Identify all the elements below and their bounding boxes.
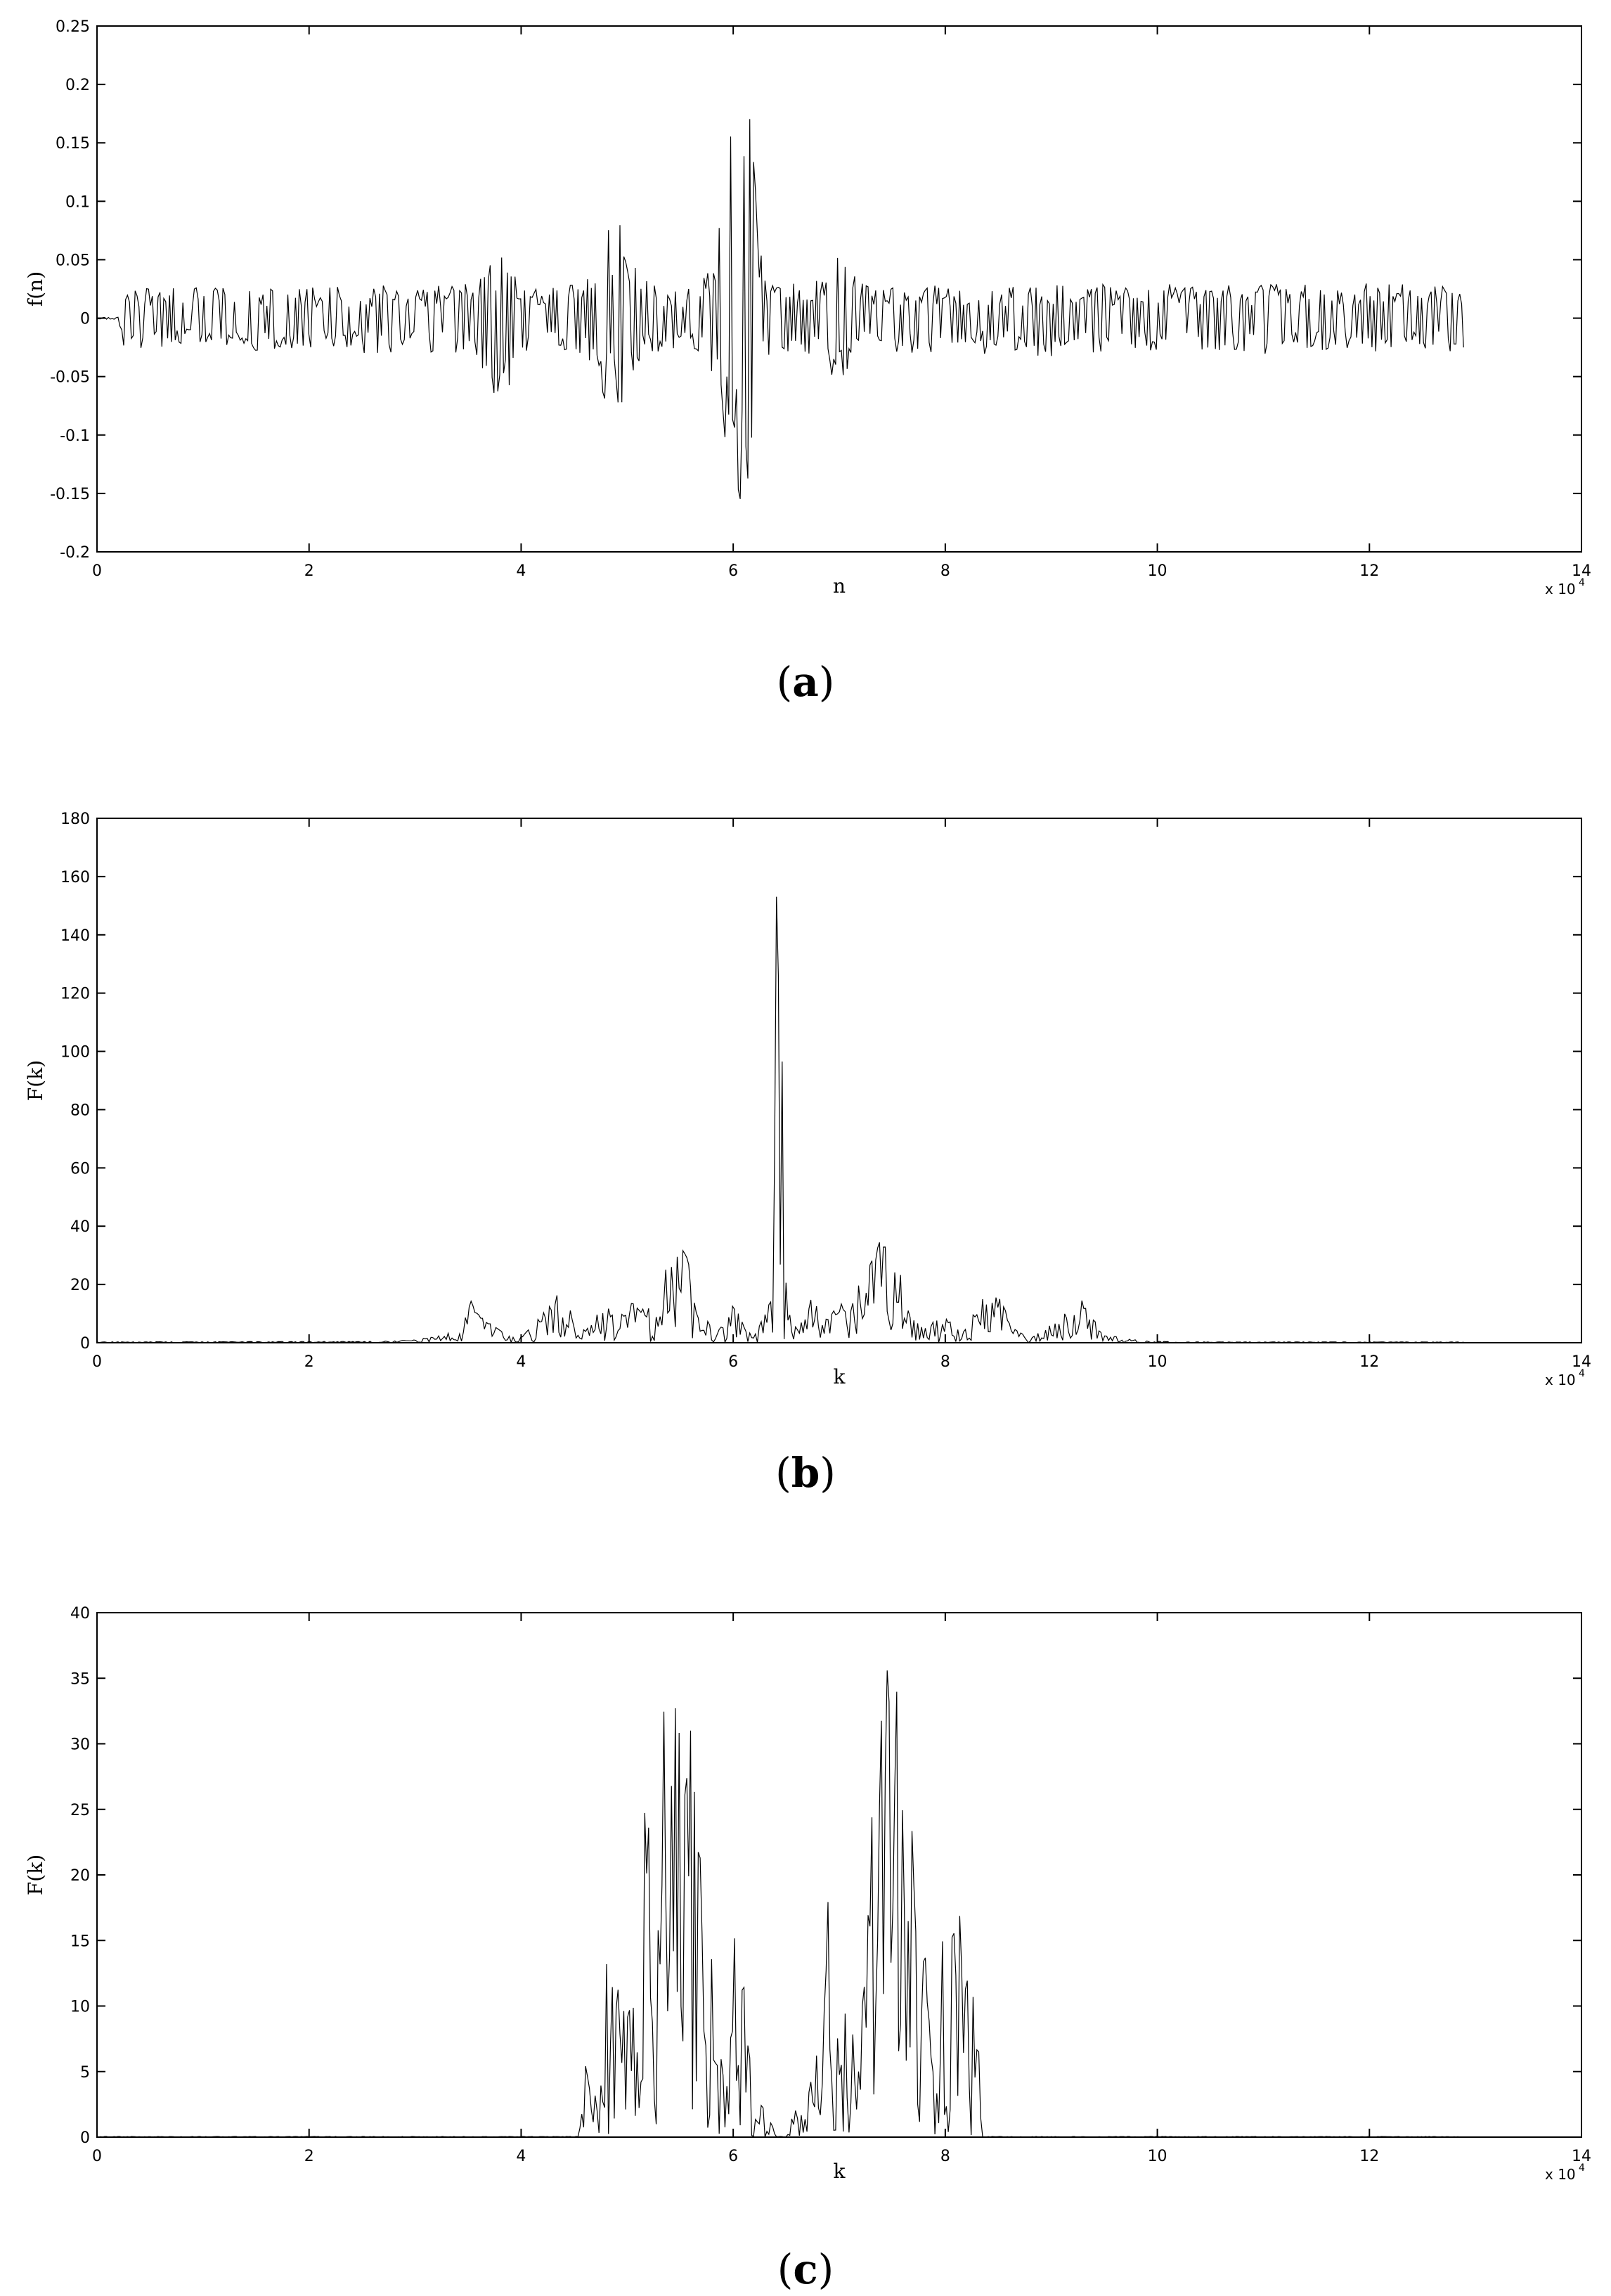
panel-b-y-tick-label: 160 [60, 869, 90, 886]
panel-c-axes-frame [96, 1612, 1582, 2138]
panel-c-y-axis-label: F(k) [24, 1855, 47, 1895]
panel-c-x-tick-label: 8 [940, 2148, 950, 2165]
panel-c-y-tick-label: 25 [70, 1802, 90, 1819]
panel-a-y-tick-label: -0.15 [50, 486, 90, 503]
panel-a-x-multiplier-exponent: 4 [1579, 577, 1585, 588]
panel-b-y-tick-label: 80 [70, 1102, 90, 1119]
panel-c-y-tick-label: 40 [70, 1605, 90, 1623]
panel-c-x-tick-label: 4 [516, 2148, 526, 2165]
panel-c-signal-trace [96, 1670, 1464, 2138]
panel-b-x-multiplier: x 10 [1545, 1372, 1576, 1388]
panel-a-chart: 0 2 4 6 8 10 12 14 -0.2 -0.15 -0.1 -0.05 0 0.05 0.1 0.1… [24, 18, 1591, 598]
panel-a-y-tick-label: 0.05 [56, 252, 90, 269]
panel-a-x-multiplier: x 10 [1545, 581, 1576, 598]
panel-a-x-tick-label: 8 [940, 562, 950, 580]
panel-a-y-tick-label: 0.2 [65, 77, 90, 94]
panel-c-x-tick-label: 12 [1359, 2148, 1379, 2165]
panel-b-x-tick-label: 10 [1148, 1353, 1167, 1371]
panel-c-caption: (c) [777, 2245, 834, 2293]
panel-a-y-tick-label: 0.25 [56, 18, 90, 36]
panel-b-caption: (b) [775, 1449, 836, 1497]
panel-a-caption: (a) [777, 658, 835, 706]
panel-c-y-tick-label: 20 [70, 1867, 90, 1885]
panel-c-y-tick-label: 0 [80, 2129, 90, 2147]
panel-a-x-tick-label: 2 [304, 562, 314, 580]
panel-b-x-tick-label: 12 [1359, 1353, 1379, 1371]
panel-a-x-tick-label: 4 [516, 562, 526, 580]
panel-c-y-tick-label: 35 [70, 1670, 90, 1688]
panel-c-x-tick-label: 10 [1148, 2148, 1167, 2165]
panel-a-x-tick-label: 12 [1359, 562, 1379, 580]
panel-a-signal-trace [96, 119, 1464, 499]
panel-c-y-tick-label: 10 [70, 1999, 90, 2016]
panel-a-x-tick-label: 0 [92, 562, 102, 580]
panel-a-y-tick-label: 0 [80, 311, 90, 328]
panel-c-x-multiplier: x 10 [1545, 2166, 1576, 2183]
panel-b-x-tick-label: 2 [304, 1353, 314, 1371]
panel-a-x-tick-label: 10 [1148, 562, 1167, 580]
panel-c-y-tick-label: 15 [70, 1933, 90, 1950]
panel-a-y-tick-label: -0.2 [60, 544, 90, 562]
panel-b-y-tick-label: 40 [70, 1218, 90, 1236]
panel-b-y-tick-label: 100 [60, 1044, 90, 1062]
panel-b-x-tick-label: 0 [92, 1353, 102, 1371]
panel-b-y-axis-label: F(k) [24, 1060, 47, 1101]
panel-b-y-tick-label: 60 [70, 1160, 90, 1178]
panel-b-y-tick-label: 120 [60, 986, 90, 1003]
panel-a-y-tick-label: 0.15 [56, 135, 90, 153]
panel-b-x-tick-label: 6 [728, 1353, 738, 1371]
panel-b-signal-trace [96, 896, 1464, 1344]
panel-a-axes-frame [96, 25, 1582, 553]
panel-c-x-tick-label: 14 [1572, 2148, 1591, 2165]
panel-c-y-tick-label: 5 [80, 2064, 90, 2082]
panel-b-x-axis-label: k [834, 1365, 846, 1388]
panel-a-y-tick-label: -0.1 [60, 427, 90, 445]
panel-a-x-tick-label: 6 [728, 562, 738, 580]
panel-a-y-tick-label: 0.1 [65, 193, 90, 211]
panel-b-y-tick-label: 20 [70, 1277, 90, 1294]
panel-b-x-tick-label: 8 [940, 1353, 950, 1371]
panel-b-axes-frame [96, 818, 1582, 1343]
panel-b-y-tick-label: 140 [60, 927, 90, 945]
panel-b-x-tick-label: 14 [1572, 1353, 1591, 1371]
panel-b-y-tick-label: 180 [60, 811, 90, 828]
panel-b-x-tick-label: 4 [516, 1353, 526, 1371]
panel-a-x-axis-label: n [833, 574, 846, 598]
panel-a-y-axis-label: f(n) [24, 271, 47, 307]
panel-c-x-tick-label: 6 [728, 2148, 738, 2165]
panel-b-x-multiplier-exponent: 4 [1579, 1368, 1585, 1379]
panel-a-x-tick-label: 14 [1572, 562, 1591, 580]
panel-b-y-tick-label: 0 [80, 1335, 90, 1353]
panel-c-x-tick-label: 2 [304, 2148, 314, 2165]
panel-c-x-tick-label: 0 [92, 2148, 102, 2165]
panel-b-chart: 0 2 4 6 8 10 12 14020406080100120140160180kF(k)… [24, 811, 1591, 1388]
panel-c-y-tick-label: 30 [70, 1736, 90, 1754]
panel-a-y-tick-label: -0.05 [50, 369, 90, 387]
panel-c-x-multiplier-exponent: 4 [1579, 2162, 1585, 2174]
panel-c-x-axis-label: k [834, 2160, 846, 2183]
